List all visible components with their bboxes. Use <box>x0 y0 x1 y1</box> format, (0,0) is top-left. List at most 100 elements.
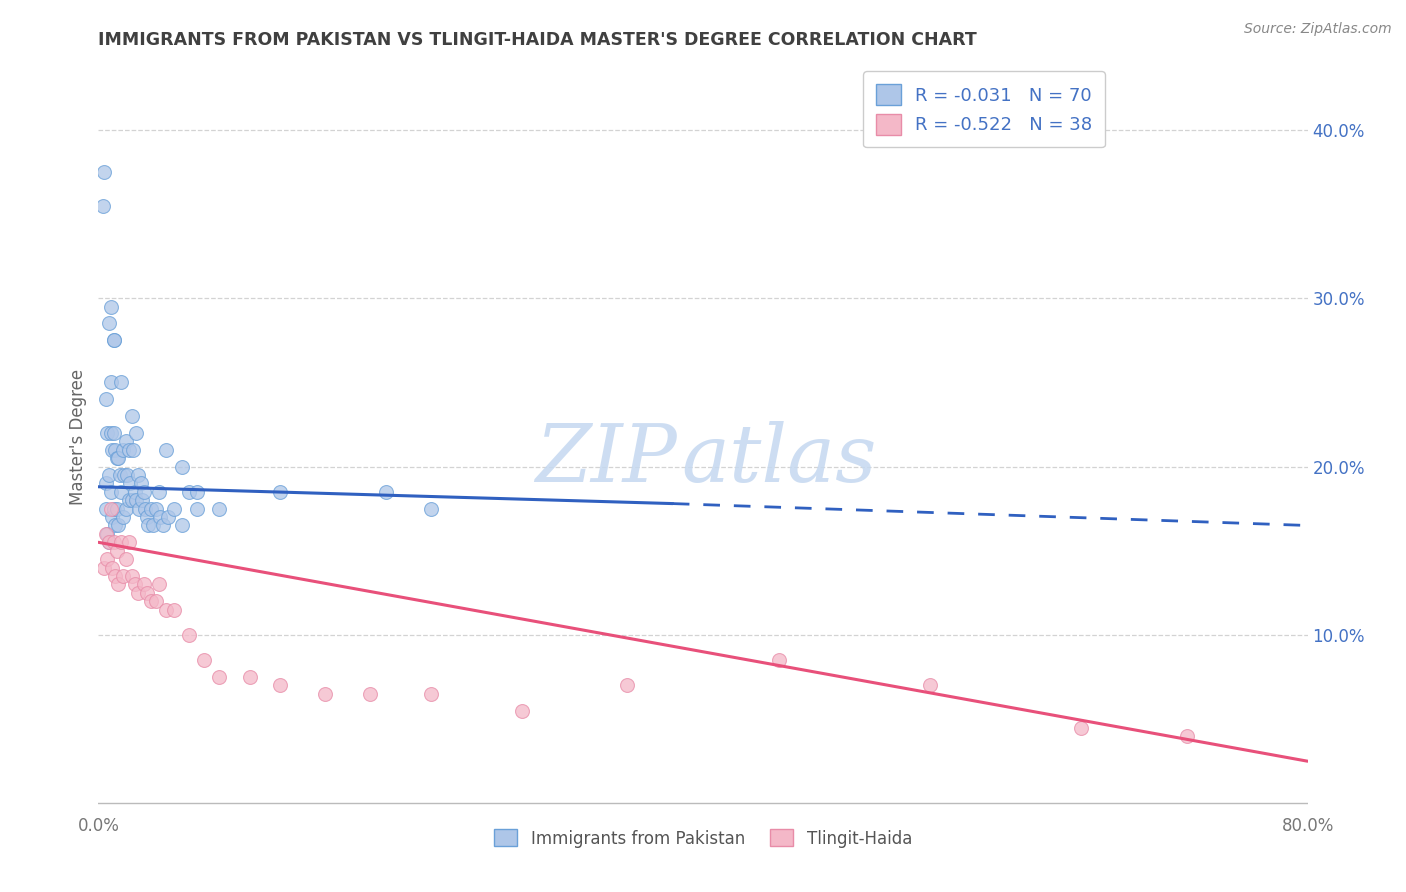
Point <box>145 501 167 516</box>
Point <box>96 552 118 566</box>
Point <box>107 577 129 591</box>
Point <box>616 678 638 692</box>
Point <box>360 687 382 701</box>
Point <box>141 501 163 516</box>
Point <box>98 535 121 549</box>
Point <box>114 552 136 566</box>
Point <box>269 484 291 499</box>
Point <box>179 484 201 499</box>
Point <box>105 543 128 558</box>
Point <box>420 501 443 516</box>
Point <box>103 425 125 440</box>
Point <box>186 484 208 499</box>
Point <box>94 527 117 541</box>
Point <box>101 510 124 524</box>
Point <box>155 602 177 616</box>
Point <box>134 501 156 516</box>
Point <box>1070 721 1092 735</box>
Point <box>125 493 148 508</box>
Point <box>96 527 118 541</box>
Point <box>98 467 121 482</box>
Point <box>124 484 146 499</box>
Point <box>118 493 141 508</box>
Point <box>269 678 291 692</box>
Point <box>101 560 124 574</box>
Point <box>314 687 336 701</box>
Point <box>208 670 231 684</box>
Point <box>163 602 186 616</box>
Point <box>98 317 121 331</box>
Point <box>510 704 533 718</box>
Point <box>129 476 152 491</box>
Point <box>94 476 117 491</box>
Point <box>93 560 115 574</box>
Point <box>110 484 132 499</box>
Point <box>91 198 114 212</box>
Point <box>98 535 121 549</box>
Point <box>103 333 125 347</box>
Point <box>135 510 157 524</box>
Point <box>208 501 231 516</box>
Point <box>93 165 115 179</box>
Point <box>100 376 122 390</box>
Point <box>149 510 172 524</box>
Point <box>127 467 149 482</box>
Point <box>100 300 122 314</box>
Point <box>121 569 143 583</box>
Point <box>110 376 132 390</box>
Point <box>111 442 134 457</box>
Point <box>179 628 201 642</box>
Point <box>163 501 186 516</box>
Point <box>121 493 143 508</box>
Point <box>170 459 193 474</box>
Text: Source: ZipAtlas.com: Source: ZipAtlas.com <box>1244 22 1392 37</box>
Point <box>105 451 128 466</box>
Point <box>1175 729 1198 743</box>
Point <box>128 501 150 516</box>
Point <box>100 425 122 440</box>
Point <box>420 687 443 701</box>
Point <box>132 484 155 499</box>
Point <box>100 501 122 516</box>
Point <box>111 569 134 583</box>
Point <box>118 442 141 457</box>
Point <box>148 484 170 499</box>
Point <box>101 442 124 457</box>
Point <box>156 510 179 524</box>
Point <box>104 518 127 533</box>
Point <box>114 501 136 516</box>
Point <box>118 535 141 549</box>
Point <box>768 653 790 667</box>
Point <box>239 670 262 684</box>
Point <box>94 501 117 516</box>
Point <box>142 518 165 533</box>
Point <box>145 594 167 608</box>
Point <box>918 678 941 692</box>
Point <box>94 392 117 407</box>
Point <box>110 535 132 549</box>
Point <box>170 518 193 533</box>
Point <box>114 434 136 449</box>
Point <box>132 577 155 591</box>
Point <box>104 442 127 457</box>
Point <box>135 586 157 600</box>
Point <box>100 484 122 499</box>
Text: IMMIGRANTS FROM PAKISTAN VS TLINGIT-HAIDA MASTER'S DEGREE CORRELATION CHART: IMMIGRANTS FROM PAKISTAN VS TLINGIT-HAID… <box>98 31 977 49</box>
Text: atlas: atlas <box>682 421 876 499</box>
Point <box>115 467 138 482</box>
Point <box>111 510 134 524</box>
Point <box>127 586 149 600</box>
Point <box>122 442 145 457</box>
Point <box>193 653 215 667</box>
Point <box>104 569 127 583</box>
Point <box>103 535 125 549</box>
Point <box>136 518 159 533</box>
Point <box>121 409 143 423</box>
Point <box>112 467 135 482</box>
Point <box>105 501 128 516</box>
Point <box>108 467 131 482</box>
Point <box>103 333 125 347</box>
Point <box>107 451 129 466</box>
Y-axis label: Master's Degree: Master's Degree <box>69 369 87 505</box>
Point <box>107 518 129 533</box>
